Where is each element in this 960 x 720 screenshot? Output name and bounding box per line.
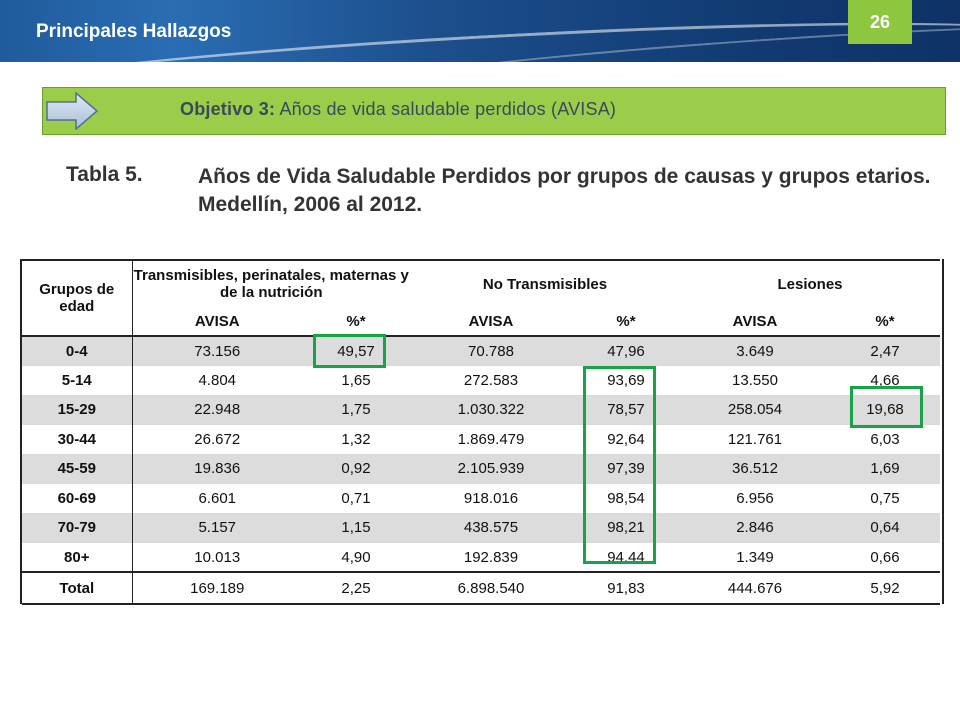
table-cell: 78,57 xyxy=(572,394,680,425)
subheader-avisa: AVISA xyxy=(680,307,830,337)
right-arrow-icon xyxy=(46,92,98,130)
group-header-no-transmisibles: No Transmisibles xyxy=(410,259,680,307)
total-cell: 2,25 xyxy=(302,571,410,605)
table-cell: 13.550 xyxy=(680,365,830,395)
age-group-cell: 60-69 xyxy=(22,483,133,513)
table-row: 15-29 22.948 1,75 1.030.322 78,57 258.05… xyxy=(22,394,940,425)
total-cell: 444.676 xyxy=(680,571,830,605)
table-cell: 19.836 xyxy=(132,453,302,484)
table-row: 45-59 19.836 0,92 2.105.939 97,39 36.512… xyxy=(22,453,940,484)
data-table-container: Grupos de edad Transmisibles, perinatale… xyxy=(20,259,944,605)
table-cell: 1,15 xyxy=(302,512,410,543)
table-cell: 438.575 xyxy=(410,512,572,543)
table-cell: 73.156 xyxy=(132,335,302,366)
total-row: Total 169.189 2,25 6.898.540 91,83 444.6… xyxy=(22,571,940,605)
table-cell: 0,75 xyxy=(830,483,940,513)
table-cell: 0,71 xyxy=(302,483,410,513)
table-cell: 97,39 xyxy=(572,453,680,484)
table-cell: 10.013 xyxy=(132,542,302,572)
table-cell: 272.583 xyxy=(410,365,572,395)
objective-bar xyxy=(42,87,946,135)
table-cell: 918.016 xyxy=(410,483,572,513)
subheader-percent: %* xyxy=(302,307,410,337)
age-group-cell: 0-4 xyxy=(22,335,133,366)
group-header-lesiones: Lesiones xyxy=(680,259,940,307)
table-cell: 49,57 xyxy=(302,335,410,366)
table-cell: 1,69 xyxy=(830,453,940,484)
age-group-cell: 45-59 xyxy=(22,453,133,484)
table-row: 30-44 26.672 1,32 1.869.479 92,64 121.76… xyxy=(22,424,940,454)
age-group-cell: 70-79 xyxy=(22,512,133,543)
table-cell: 4.804 xyxy=(132,365,302,395)
highlight-box-transmisibles-0-4 xyxy=(313,334,386,368)
highlight-box-no-transmisibles xyxy=(583,366,656,564)
table-row: 80+ 10.013 4,90 192.839 94,44 1.349 0,66 xyxy=(22,542,940,572)
total-cell: 6.898.540 xyxy=(410,571,572,605)
table-cell: 0,64 xyxy=(830,512,940,543)
subheader-percent: %* xyxy=(572,307,680,337)
subheader-percent: %* xyxy=(830,307,940,337)
table-row: 0-4 73.156 49,57 70.788 47,96 3.649 2,47 xyxy=(22,335,940,366)
total-cell: 169.189 xyxy=(132,571,302,605)
total-cell: 91,83 xyxy=(572,571,680,605)
table-cell: 0,92 xyxy=(302,453,410,484)
total-cell: 5,92 xyxy=(830,571,940,605)
table-cell: 4,90 xyxy=(302,542,410,572)
table-cell: 2.846 xyxy=(680,512,830,543)
table-cell: 6.601 xyxy=(132,483,302,513)
table-cell: 36.512 xyxy=(680,453,830,484)
table-cell: 2.105.939 xyxy=(410,453,572,484)
objective-text: Objetivo 3: Años de vida saludable perdi… xyxy=(180,99,616,120)
age-group-cell: 30-44 xyxy=(22,424,133,454)
objective-description: Años de vida saludable perdidos (AVISA) xyxy=(279,99,617,119)
table-cell: 0,66 xyxy=(830,542,940,572)
table-cell: 93,69 xyxy=(572,365,680,395)
table-row: 60-69 6.601 0,71 918.016 98,54 6.956 0,7… xyxy=(22,483,940,513)
table-cell: 1.030.322 xyxy=(410,394,572,425)
total-label: Total xyxy=(22,571,133,605)
slide-number-badge: 26 xyxy=(848,0,912,44)
table-cell: 121.761 xyxy=(680,424,830,454)
table-cell: 92,64 xyxy=(572,424,680,454)
table-cell: 98,54 xyxy=(572,483,680,513)
table-cell: 6,03 xyxy=(830,424,940,454)
group-header-transmisibles: Transmisibles, perinatales, maternas y d… xyxy=(132,259,410,307)
objective-label: Objetivo 3: xyxy=(180,99,276,119)
age-group-cell: 15-29 xyxy=(22,394,133,425)
age-group-cell: 5-14 xyxy=(22,365,133,395)
table-cell: 1,32 xyxy=(302,424,410,454)
table-cell: 1,65 xyxy=(302,365,410,395)
age-group-header: Grupos de edad xyxy=(22,259,133,337)
table-cell: 2,47 xyxy=(830,335,940,366)
table-cell: 98,21 xyxy=(572,512,680,543)
table-cell: 22.948 xyxy=(132,394,302,425)
avisa-table: Grupos de edad Transmisibles, perinatale… xyxy=(22,259,940,605)
table-cell: 258.054 xyxy=(680,394,830,425)
age-group-cell: 80+ xyxy=(22,542,133,572)
table-cell: 3.649 xyxy=(680,335,830,366)
subheader-avisa: AVISA xyxy=(132,307,302,337)
table-cell: 5.157 xyxy=(132,512,302,543)
table-cell: 192.839 xyxy=(410,542,572,572)
table-cell: 70.788 xyxy=(410,335,572,366)
table-cell: 47,96 xyxy=(572,335,680,366)
table-cell: 6.956 xyxy=(680,483,830,513)
table-cell: 1.869.479 xyxy=(410,424,572,454)
slide-header: Principales Hallazgos xyxy=(0,0,960,62)
table-row: 70-79 5.157 1,15 438.575 98,21 2.846 0,6… xyxy=(22,512,940,543)
table-caption-text: Años de Vida Saludable Perdidos por grup… xyxy=(198,165,931,216)
table-cell: 26.672 xyxy=(132,424,302,454)
table-row: 5-14 4.804 1,65 272.583 93,69 13.550 4,6… xyxy=(22,365,940,395)
section-title: Principales Hallazgos xyxy=(36,21,232,42)
table-cell: 1,75 xyxy=(302,394,410,425)
table-cell: 1.349 xyxy=(680,542,830,572)
highlight-box-lesiones-15-29 xyxy=(850,386,923,428)
table-caption-label: Tabla 5. xyxy=(66,163,143,186)
subheader-avisa: AVISA xyxy=(410,307,572,337)
